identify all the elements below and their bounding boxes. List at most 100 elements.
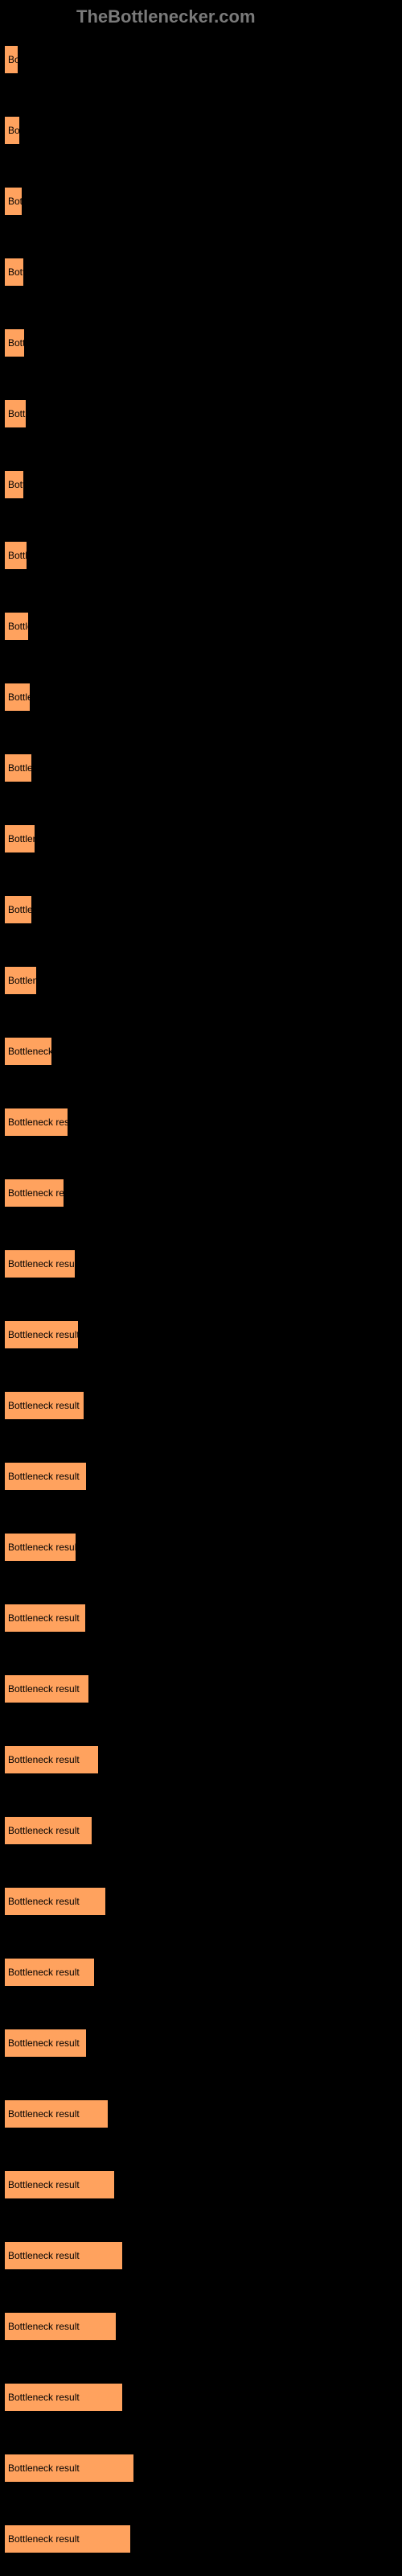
bar: Bottleneck result <box>4 1816 92 1845</box>
bar-label: Bottleneck result <box>8 904 32 915</box>
bar-label: Bottleneck result <box>8 2037 80 2049</box>
bar-row: Bottleneck result <box>4 1866 402 1937</box>
bar: Bottleneck result <box>4 2029 87 2058</box>
bar-label: Bottleneck result <box>8 196 23 207</box>
bar-row: Bottleneck result <box>4 2079 402 2149</box>
bar-label: Bottleneck result <box>8 2462 80 2474</box>
bar-row: Bottleneck result <box>4 1583 402 1653</box>
bar-row: Bottleneck result <box>4 2504 402 2574</box>
bar: Bottleneck result <box>4 1533 76 1562</box>
bar-row: Bottleneck result <box>4 1441 402 1512</box>
bar-label: Bottleneck result <box>8 550 27 561</box>
bar-label: Bottleneck result <box>8 1967 80 1978</box>
bar-label: Bottleneck result <box>8 1825 80 1836</box>
bar: Bottleneck result <box>4 1745 99 1774</box>
bar: Bottleneck result <box>4 2454 134 2483</box>
bar: Bottleneck result <box>4 541 27 570</box>
bar-label: Bottleneck result <box>8 408 27 419</box>
bar-row: Bottleneck result <box>4 1653 402 1724</box>
bar-row: Bottleneck result <box>4 1228 402 1299</box>
bar-label: Bottleneck result <box>8 1258 76 1269</box>
bar: Bottleneck result <box>4 2099 109 2128</box>
bar-label: Bottleneck result <box>8 975 37 986</box>
bar: Bottleneck result <box>4 2241 123 2270</box>
bar-row: Bottleneck result <box>4 1512 402 1583</box>
bar-label: Bottleneck result <box>8 2392 80 2403</box>
bar-label: Bottleneck result <box>8 266 24 278</box>
bar-row: Bottleneck result <box>4 1370 402 1441</box>
bar-row: Bottleneck result <box>4 166 402 237</box>
bar: Bottleneck result <box>4 470 24 499</box>
bar-row: Bottleneck result <box>4 237 402 308</box>
bar: Bottleneck result <box>4 399 27 428</box>
bar: Bottleneck result <box>4 683 31 712</box>
bar-label: Bottleneck result <box>8 621 29 632</box>
bar: Bottleneck result <box>4 2312 117 2341</box>
bar: Bottleneck result <box>4 116 20 145</box>
bar-row: Bottleneck result <box>4 662 402 733</box>
bar-row: Bottleneck result <box>4 1087 402 1158</box>
bar: Bottleneck result <box>4 1320 79 1349</box>
bar-label: Bottleneck result <box>8 54 18 65</box>
bar-label: Bottleneck result <box>8 2321 80 2332</box>
watermark-text: TheBottlenecker.com <box>76 6 256 27</box>
bar-label: Bottleneck result <box>8 1046 52 1057</box>
bar: Bottleneck result <box>4 753 32 782</box>
bar-row: Bottleneck result <box>4 2008 402 2079</box>
bar-row: Bottleneck result <box>4 1016 402 1087</box>
bar: Bottleneck result <box>4 824 35 853</box>
bar-label: Bottleneck result <box>8 125 20 136</box>
bar: Bottleneck result <box>4 45 18 74</box>
bar-row: Bottleneck result <box>4 2220 402 2291</box>
bar: Bottleneck result <box>4 2170 115 2199</box>
bar: Bottleneck result <box>4 1887 106 1916</box>
bar-label: Bottleneck result <box>8 762 32 774</box>
bar: Bottleneck result <box>4 612 29 641</box>
bar: Bottleneck result <box>4 1037 52 1066</box>
bar-row: Bottleneck result <box>4 24 402 95</box>
bar-chart: Bottleneck result Bottleneck result Bottle… <box>0 0 402 2574</box>
bar: Bottleneck result <box>4 1179 64 1208</box>
bar-label: Bottleneck result <box>8 2108 80 2120</box>
bar-label: Bottleneck result <box>8 2250 80 2261</box>
bar: Bottleneck result <box>4 2524 131 2553</box>
bar-row: Bottleneck result <box>4 874 402 945</box>
bar: Bottleneck result <box>4 258 24 287</box>
bar: Bottleneck result <box>4 1958 95 1987</box>
bar-label: Bottleneck result <box>8 1329 79 1340</box>
bar-label: Bottleneck result <box>8 337 25 349</box>
bar-row: Bottleneck result <box>4 1299 402 1370</box>
bar-row: Bottleneck result <box>4 1795 402 1866</box>
bar: Bottleneck result <box>4 966 37 995</box>
bar-label: Bottleneck result <box>8 691 31 703</box>
bar-row: Bottleneck result <box>4 449 402 520</box>
bar-row: Bottleneck result <box>4 2433 402 2504</box>
bar-row: Bottleneck result <box>4 1158 402 1228</box>
bar-label: Bottleneck result <box>8 1187 64 1199</box>
bar-label: Bottleneck result <box>8 479 24 490</box>
bar-label: Bottleneck result <box>8 1117 68 1128</box>
bar-row: Bottleneck result <box>4 2149 402 2220</box>
bar-row: Bottleneck result <box>4 591 402 662</box>
bar-row: Bottleneck result <box>4 308 402 378</box>
bar-row: Bottleneck result <box>4 1937 402 2008</box>
bar-label: Bottleneck result <box>8 1754 80 1765</box>
bar-label: Bottleneck result <box>8 2179 80 2190</box>
bar: Bottleneck result <box>4 895 32 924</box>
bar: Bottleneck result <box>4 1604 86 1633</box>
bar-label: Bottleneck result <box>8 1612 80 1624</box>
bar-row: Bottleneck result <box>4 733 402 803</box>
bar: Bottleneck result <box>4 1391 84 1420</box>
bar: Bottleneck result <box>4 1108 68 1137</box>
bar-label: Bottleneck result <box>8 1542 76 1553</box>
bar-row: Bottleneck result <box>4 1724 402 1795</box>
bar: Bottleneck result <box>4 2383 123 2412</box>
bar-label: Bottleneck result <box>8 2533 80 2545</box>
bar-label: Bottleneck result <box>8 1471 80 1482</box>
bar-row: Bottleneck result <box>4 2291 402 2362</box>
bar-label: Bottleneck result <box>8 833 35 844</box>
bar: Bottleneck result <box>4 328 25 357</box>
bar-label: Bottleneck result <box>8 1896 80 1907</box>
bar-row: Bottleneck result <box>4 803 402 874</box>
bar-row: Bottleneck result <box>4 2362 402 2433</box>
